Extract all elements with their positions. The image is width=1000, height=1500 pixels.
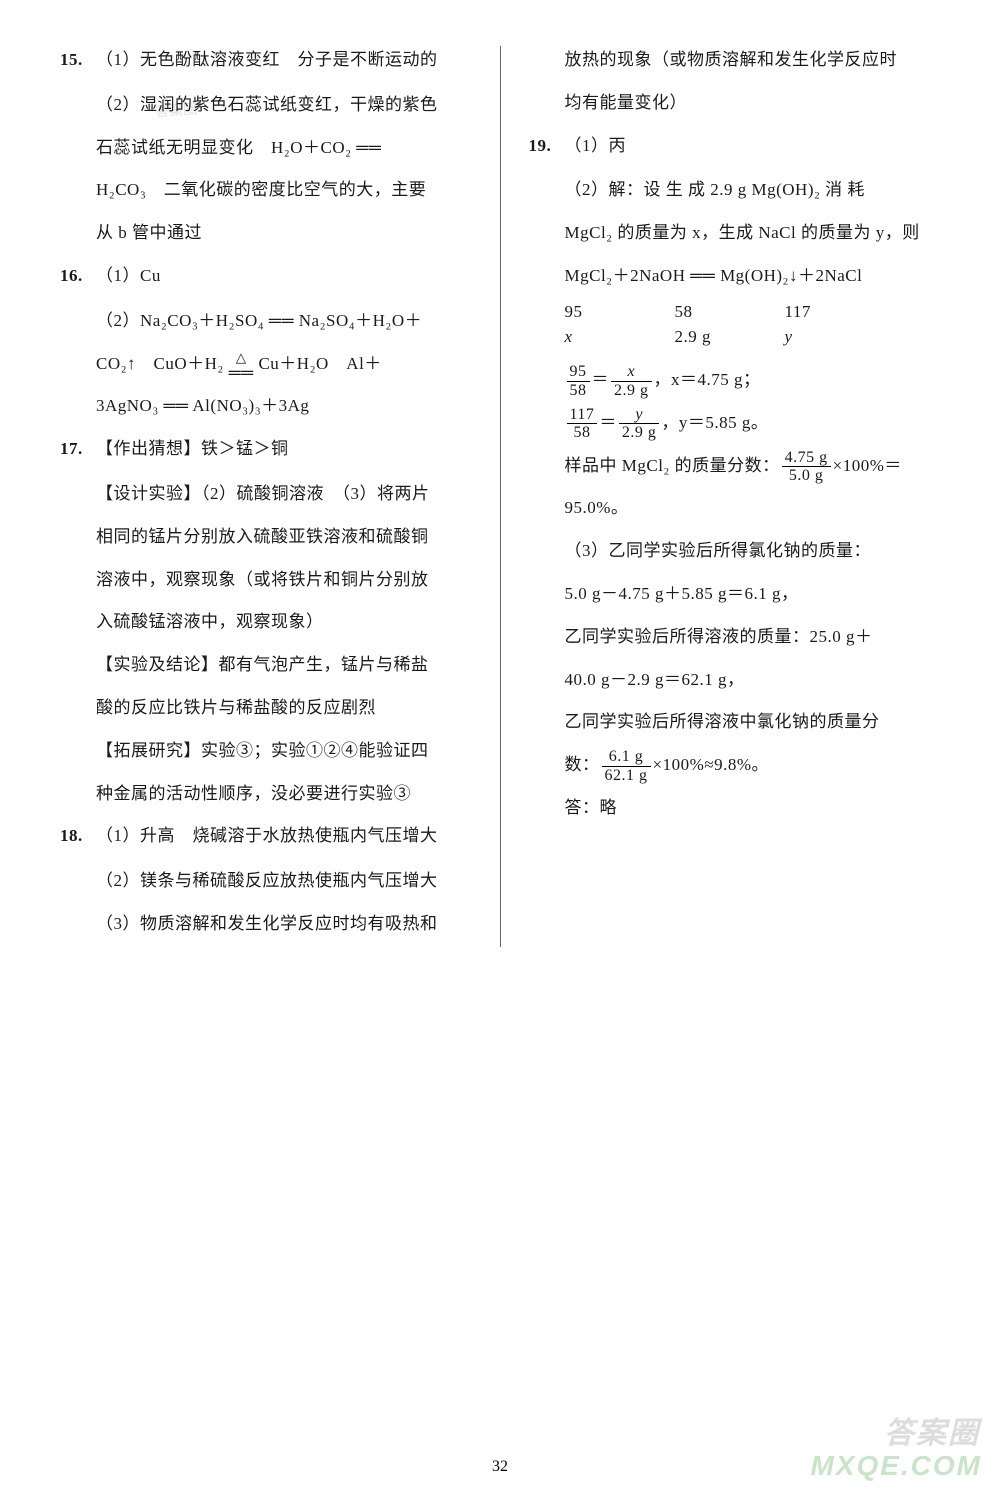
line: （3）乙同学实验后所得氯化钠的质量： (529, 531, 941, 572)
question-19: 19. （1）丙 (529, 126, 941, 167)
text: ，x＝4.75 g； (654, 370, 761, 389)
cell: 117 (785, 299, 845, 325)
line: 5.0 g－4.75 g＋5.85 g＝6.1 g， (529, 574, 941, 615)
line: CO₂↑ CuO＋H₂ △══ Cu＋H₂O Al＋ (60, 344, 472, 385)
fraction: 11758 (567, 406, 598, 442)
line: 样品中 MgCl₂ 的质量分数：4.75 g5.0 g×100%＝ (529, 446, 941, 487)
qnum: 15. (60, 40, 96, 81)
text: 数： (565, 755, 600, 774)
cell: 2.9 g (675, 324, 785, 350)
qbody: （1）无色酚酞溶液变红 分子是不断运动的 (96, 40, 472, 81)
line: 酸的反应比铁片与稀盐酸的反应剧烈 (60, 688, 472, 729)
line: 95.0%。 (529, 488, 941, 529)
text: CO₂↑ CuO＋H₂ (96, 354, 229, 373)
qbody: （1）Cu (96, 256, 472, 297)
line: 均有能量变化） (529, 83, 941, 124)
line: H₂CO₃ 二氧化碳的密度比空气的大，主要 (60, 170, 472, 211)
ratio-table: 95 58 117 x 2.9 g y (529, 299, 941, 358)
qnum: 16. (60, 256, 96, 297)
watermark-cn: 答案圈 (884, 1408, 980, 1452)
text: ，y＝5.85 g。 (661, 413, 768, 432)
line: 相同的锰片分别放入硫酸亚铁溶液和硫酸铜 (60, 517, 472, 558)
line: 从 b 管中通过 (60, 213, 472, 254)
question-16: 16. （1）Cu (60, 256, 472, 297)
qbody: （1）丙 (565, 126, 941, 167)
line: （3）物质溶解和发生化学反应时均有吸热和 (60, 904, 472, 945)
cell: 95 (565, 299, 675, 325)
line: 乙同学实验后所得溶液中氯化钠的质量分 (529, 702, 941, 743)
fraction-line: 11758＝y2.9 g，y＝5.85 g。 (529, 403, 941, 444)
line: 【拓展研究】实验③；实验①②④能验证四 (60, 731, 472, 772)
line: 数：6.1 g62.1 g×100%≈9.8%。 (529, 745, 941, 786)
fraction-line: 9558＝x2.9 g，x＝4.75 g； (529, 360, 941, 401)
line: （2）湿润的紫色石蕊试纸变红，干燥的紫色 (60, 85, 472, 126)
text: ×100%≈9.8%。 (653, 755, 770, 774)
line: 40.0 g－2.9 g＝62.1 g， (529, 660, 941, 701)
fraction: x2.9 g (611, 363, 652, 399)
question-17: 17. 【作出猜想】铁＞锰＞铜 (60, 429, 472, 470)
text: 样品中 MgCl₂ 的质量分数： (565, 456, 780, 475)
qbody: 【作出猜想】铁＞锰＞铜 (96, 429, 472, 470)
qbody: （1）升高 烧碱溶于水放热使瓶内气压增大 (96, 816, 472, 857)
fraction: 9558 (567, 363, 590, 399)
question-18: 18. （1）升高 烧碱溶于水放热使瓶内气压增大 (60, 816, 472, 857)
eq-line: ══ (229, 363, 254, 382)
fraction: y2.9 g (619, 406, 660, 442)
line: 溶液中，观察现象（或将铁片和铜片分别放 (60, 560, 472, 601)
qnum: 17. (60, 429, 96, 470)
line: 答：略 (529, 788, 941, 829)
fraction: 6.1 g62.1 g (602, 748, 651, 784)
line: （2）镁条与稀硫酸反应放热使瓶内气压增大 (60, 861, 472, 902)
cell: 58 (675, 299, 785, 325)
line: 【设计实验】（2）硫酸铜溶液 （3）将两片 (60, 474, 472, 515)
line: 种金属的活动性顺序，没必要进行实验③ (60, 774, 472, 815)
line: （2）解：设 生 成 2.9 g Mg(OH)₂ 消 耗 (529, 170, 941, 211)
equation: MgCl₂＋2NaOH ══ Mg(OH)₂↓＋2NaCl (529, 256, 941, 297)
line: 乙同学实验后所得溶液的质量：25.0 g＋ (529, 617, 941, 658)
page-number: 32 (0, 1458, 1000, 1476)
page-columns: 15. （1）无色酚酞溶液变红 分子是不断运动的 （2）湿润的紫色石蕊试纸变红，… (0, 0, 1000, 967)
qnum: 19. (529, 126, 565, 167)
fraction: 4.75 g5.0 g (782, 449, 831, 485)
qnum: 18. (60, 816, 96, 857)
right-column: 放热的现象（或物质溶解和发生化学反应时 均有能量变化） 19. （1）丙 （2）… (501, 40, 941, 947)
cell: y (785, 324, 845, 350)
line: 放热的现象（或物质溶解和发生化学反应时 (529, 40, 941, 81)
question-15: 15. （1）无色酚酞溶液变红 分子是不断运动的 (60, 40, 472, 81)
line: 石蕊试纸无明显变化 H₂O＋CO₂ ══ (60, 128, 472, 169)
line: 【实验及结论】都有气泡产生，锰片与稀盐 (60, 645, 472, 686)
line: 入硫酸锰溶液中，观察现象） (60, 602, 472, 643)
line: （2）Na₂CO₃＋H₂SO₄ ══ Na₂SO₄＋H₂O＋ (60, 301, 472, 342)
line: 3AgNO₃ ══ Al(NO₃)₃＋3Ag (60, 386, 472, 427)
text: ×100%＝ (833, 456, 902, 475)
cell: x (565, 324, 675, 350)
text: Cu＋H₂O Al＋ (254, 354, 382, 373)
left-column: 15. （1）无色酚酞溶液变红 分子是不断运动的 （2）湿润的紫色石蕊试纸变红，… (60, 40, 500, 947)
line: MgCl₂ 的质量为 x，生成 NaCl 的质量为 y，则 (529, 213, 941, 254)
